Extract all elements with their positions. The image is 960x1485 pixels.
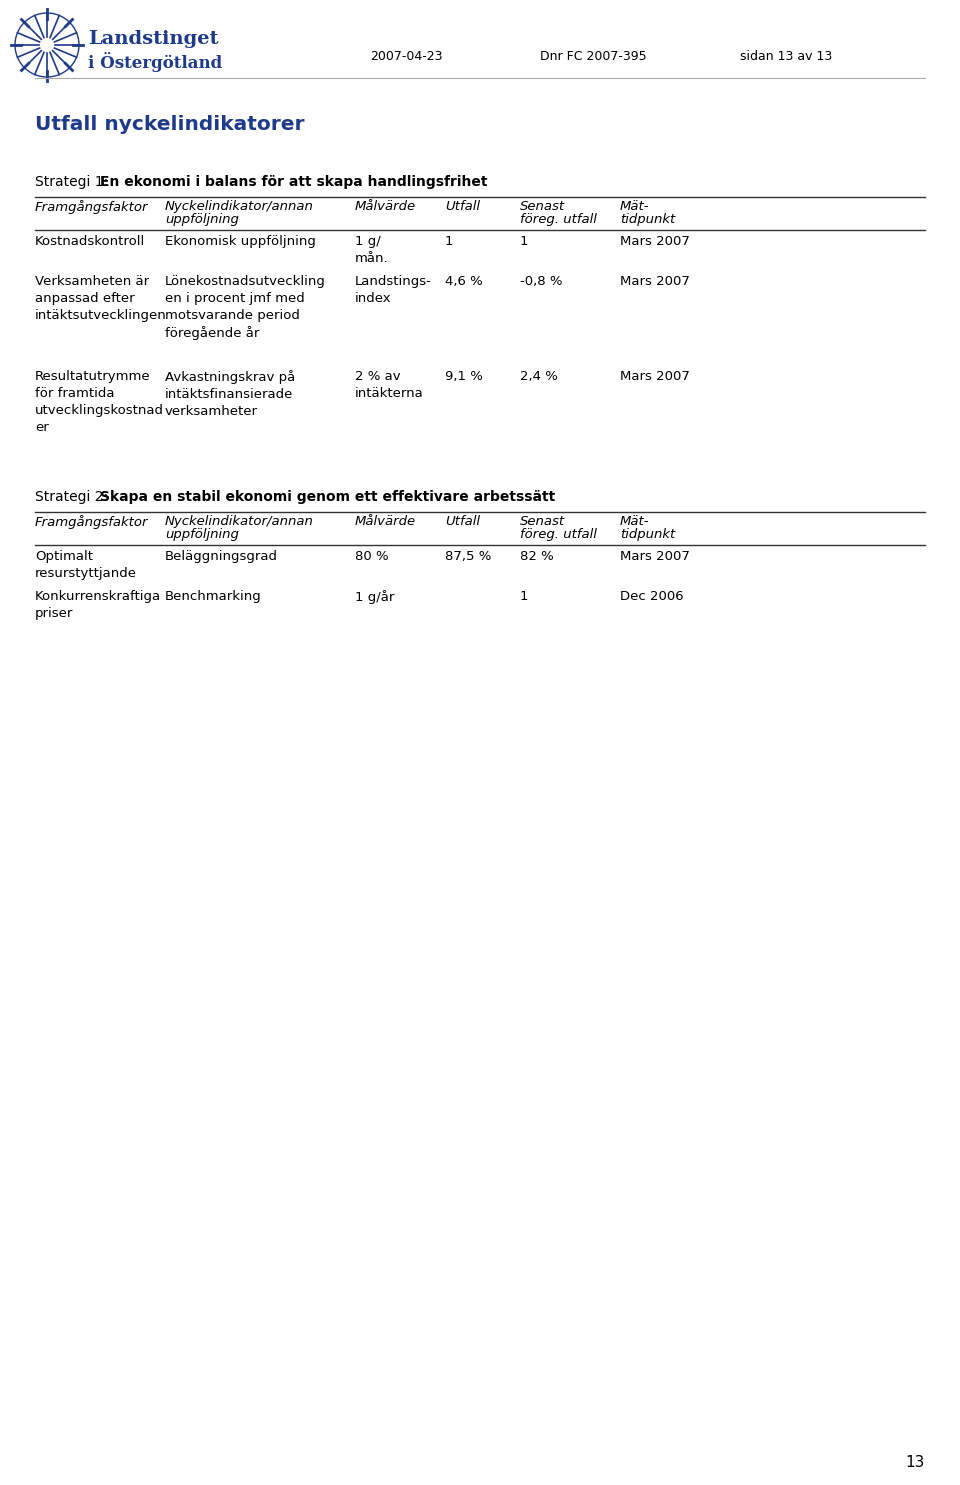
Text: 1 g/
mån.: 1 g/ mån. bbox=[355, 235, 389, 264]
Text: Strategi 2:: Strategi 2: bbox=[35, 490, 112, 503]
Text: Skapa en stabil ekonomi genom ett effektivare arbetssätt: Skapa en stabil ekonomi genom ett effekt… bbox=[100, 490, 555, 503]
Text: föreg. utfall: föreg. utfall bbox=[520, 212, 597, 226]
Text: Mars 2007: Mars 2007 bbox=[620, 370, 690, 383]
Text: Dec 2006: Dec 2006 bbox=[620, 590, 684, 603]
Text: 87,5 %: 87,5 % bbox=[445, 549, 492, 563]
Text: tidpunkt: tidpunkt bbox=[620, 529, 675, 541]
Text: i Östergötland: i Östergötland bbox=[88, 52, 223, 71]
Text: Framgångsfaktor: Framgångsfaktor bbox=[35, 515, 149, 529]
Text: Konkurrenskraftiga
priser: Konkurrenskraftiga priser bbox=[35, 590, 161, 621]
Text: 80 %: 80 % bbox=[355, 549, 389, 563]
Text: Avkastningskrav på
intäktsfinansierade
verksamheter: Avkastningskrav på intäktsfinansierade v… bbox=[165, 370, 296, 417]
Text: Nyckelindikator/annan: Nyckelindikator/annan bbox=[165, 200, 314, 212]
Text: Verksamheten är
anpassad efter
intäktsutvecklingen: Verksamheten är anpassad efter intäktsut… bbox=[35, 275, 167, 322]
Text: Målvärde: Målvärde bbox=[355, 515, 416, 529]
Text: Beläggningsgrad: Beläggningsgrad bbox=[165, 549, 278, 563]
Text: Utfall: Utfall bbox=[445, 515, 480, 529]
Text: 2007-04-23: 2007-04-23 bbox=[370, 50, 443, 62]
Text: -0,8 %: -0,8 % bbox=[520, 275, 563, 288]
Text: Utfall: Utfall bbox=[445, 200, 480, 212]
Text: Framgångsfaktor: Framgångsfaktor bbox=[35, 200, 149, 214]
Text: Senast: Senast bbox=[520, 200, 565, 212]
Text: Optimalt
resurstyttjande: Optimalt resurstyttjande bbox=[35, 549, 137, 581]
Text: 4,6 %: 4,6 % bbox=[445, 275, 483, 288]
Text: uppföljning: uppföljning bbox=[165, 212, 239, 226]
Text: Nyckelindikator/annan: Nyckelindikator/annan bbox=[165, 515, 314, 529]
Text: Mät-: Mät- bbox=[620, 200, 650, 212]
Text: Lönekostnadsutveckling
en i procent jmf med
motsvarande period
föregående år: Lönekostnadsutveckling en i procent jmf … bbox=[165, 275, 325, 340]
Text: Strategi 1:: Strategi 1: bbox=[35, 175, 112, 189]
Text: Mars 2007: Mars 2007 bbox=[620, 275, 690, 288]
Text: föreg. utfall: föreg. utfall bbox=[520, 529, 597, 541]
Text: Dnr FC 2007-395: Dnr FC 2007-395 bbox=[540, 50, 647, 62]
Text: Utfall nyckelindikatorer: Utfall nyckelindikatorer bbox=[35, 114, 304, 134]
Text: 2 % av
intäkterna: 2 % av intäkterna bbox=[355, 370, 423, 399]
Text: 9,1 %: 9,1 % bbox=[445, 370, 483, 383]
Text: Landstinget: Landstinget bbox=[88, 30, 219, 48]
Text: Resultatutrymme
för framtida
utvecklingskostnad
er: Resultatutrymme för framtida utvecklings… bbox=[35, 370, 164, 434]
Text: Landstings-
index: Landstings- index bbox=[355, 275, 432, 304]
Text: Kostnadskontroll: Kostnadskontroll bbox=[35, 235, 145, 248]
Text: Ekonomisk uppföljning: Ekonomisk uppföljning bbox=[165, 235, 316, 248]
Text: 1: 1 bbox=[445, 235, 453, 248]
Text: uppföljning: uppföljning bbox=[165, 529, 239, 541]
Text: Senast: Senast bbox=[520, 515, 565, 529]
Text: Mars 2007: Mars 2007 bbox=[620, 235, 690, 248]
Text: Benchmarking: Benchmarking bbox=[165, 590, 262, 603]
Text: 1 g/år: 1 g/år bbox=[355, 590, 395, 604]
Text: Mät-: Mät- bbox=[620, 515, 650, 529]
Text: 1: 1 bbox=[520, 590, 529, 603]
Text: sidan 13 av 13: sidan 13 av 13 bbox=[740, 50, 832, 62]
Text: Mars 2007: Mars 2007 bbox=[620, 549, 690, 563]
Text: En ekonomi i balans för att skapa handlingsfrihet: En ekonomi i balans för att skapa handli… bbox=[100, 175, 488, 189]
Text: 1: 1 bbox=[520, 235, 529, 248]
Text: Målvärde: Målvärde bbox=[355, 200, 416, 212]
Text: 13: 13 bbox=[905, 1455, 925, 1470]
Text: 82 %: 82 % bbox=[520, 549, 554, 563]
Text: 2,4 %: 2,4 % bbox=[520, 370, 558, 383]
Text: tidpunkt: tidpunkt bbox=[620, 212, 675, 226]
